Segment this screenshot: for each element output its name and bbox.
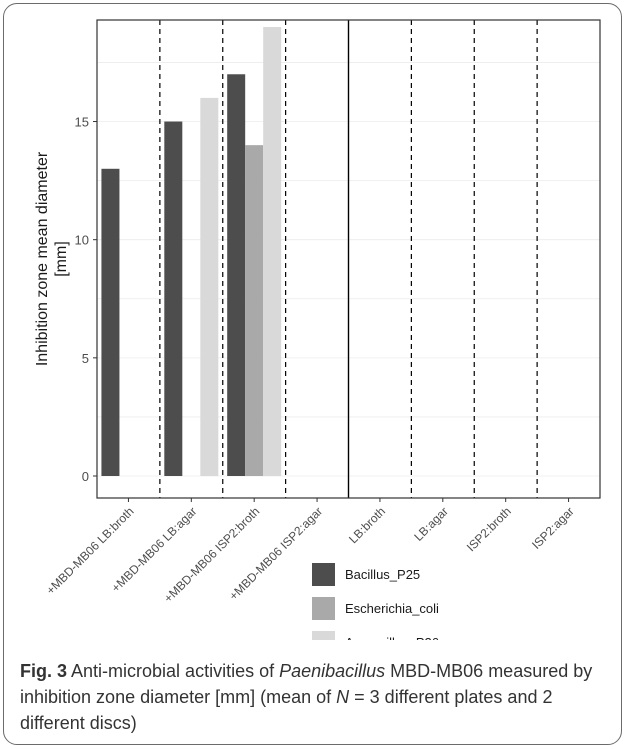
caption-fig-label: Fig. 3 — [20, 661, 68, 681]
legend-swatch — [312, 563, 335, 586]
figure-caption: Fig. 3 Anti-microbial activities of Paen… — [20, 658, 610, 736]
legend-label: Aspergillus_P26 — [345, 635, 439, 640]
y-tick-label: 5 — [82, 351, 89, 366]
y-tick-label: 10 — [75, 233, 89, 248]
plot-panel — [96, 19, 601, 499]
bar — [101, 168, 120, 476]
x-tick-label: ISP2:broth — [464, 504, 514, 554]
bars — [101, 27, 282, 477]
y-tick-label: 0 — [82, 469, 89, 484]
legend-swatch — [312, 597, 335, 620]
caption-text-2: MBD-MB06 measured by inhibition zone dia… — [20, 661, 593, 707]
x-tick-label: LB:broth — [346, 504, 388, 546]
legend-swatch — [312, 631, 335, 640]
y-axis-label-unit: [mm] — [53, 241, 70, 277]
bar — [245, 145, 264, 476]
caption-genus: Paenibacillus — [279, 661, 386, 681]
bar — [200, 97, 219, 476]
x-axis-ticks: +MBD-MB06 LB:broth+MBD-MB06 LB:agar+MBD-… — [43, 498, 577, 605]
legend-label: Bacillus_P25 — [345, 567, 420, 582]
caption-text-1: Anti-microbial activities of — [67, 661, 280, 681]
bar — [227, 74, 246, 477]
separators — [159, 20, 538, 498]
caption-text-3: = 3 different plates and 2 different dis… — [20, 687, 553, 733]
y-axis-label: Inhibition zone mean diameter — [34, 151, 51, 366]
legend: Bacillus_P25 Escherichia_coli Aspergillus_… — [312, 563, 439, 640]
legend-label: Escherichia_coli — [345, 601, 439, 616]
y-tick-label: 15 — [75, 115, 89, 130]
bar — [164, 121, 183, 477]
y-axis-ticks: 0 5 10 15 — [75, 115, 97, 484]
caption-n: N — [336, 687, 350, 707]
x-tick-label: LB:agar — [411, 504, 451, 544]
x-tick-label: ISP2:agar — [529, 504, 577, 552]
bar-chart: 0 5 10 15 +MBD-MB06 LB:broth+MBD-MB06 LB:ag… — [34, 19, 601, 640]
bar — [263, 27, 282, 476]
